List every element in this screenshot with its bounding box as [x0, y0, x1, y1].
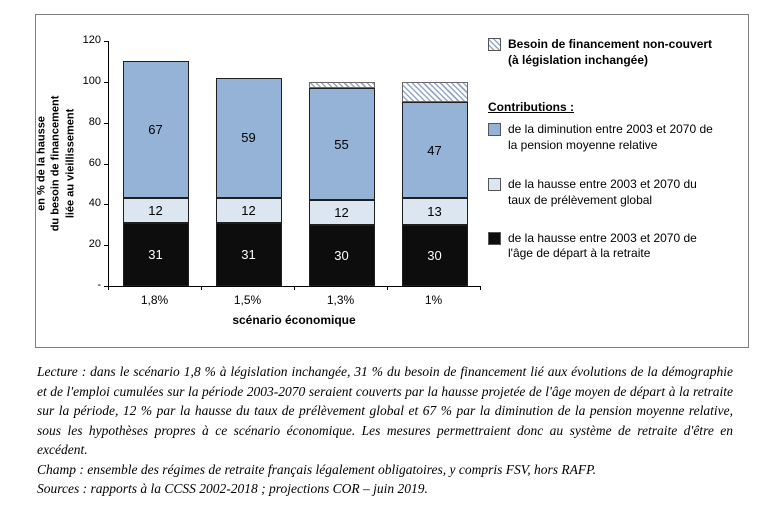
y-tick-mark	[104, 122, 108, 124]
y-tick-label: 20	[88, 238, 101, 251]
legend-label-uncovered: Besoin de financement non-couvert (à lég…	[508, 37, 713, 67]
blue-swatch	[488, 123, 501, 137]
note-champ: Champ : ensemble des régimes de retraite…	[37, 461, 597, 477]
y-tick-label: 80	[88, 115, 101, 128]
legend-item-pension: de la diminution entre 2003 et 2070 de l…	[488, 122, 744, 153]
bar-value-label: 13	[427, 203, 442, 219]
legend: Besoin de financement non-couvert (à lég…	[488, 37, 744, 262]
bar-value-label: 47	[427, 142, 442, 158]
bar-value-label: 59	[241, 130, 256, 146]
note-sources: Sources : rapports à la CCSS 2002-2018 ;…	[37, 481, 428, 497]
bar-value-label: 30	[334, 247, 349, 263]
x-tick-mark	[108, 286, 109, 290]
note-lecture: Lecture : dans le scénario 1,8 % à légis…	[37, 364, 733, 458]
x-axis-title: scénario économique	[232, 313, 356, 327]
y-tick-mark	[104, 163, 108, 165]
bar-value-label: 55	[334, 136, 349, 152]
y-tick-mark	[104, 245, 108, 247]
bar-segment: 67	[122, 61, 189, 199]
y-tick-mark	[104, 81, 108, 83]
bar-segment: 31	[122, 222, 189, 286]
legend-item-uncovered: Besoin de financement non-couvert (à lég…	[488, 37, 744, 68]
bar-segment: 12	[122, 198, 189, 223]
y-tick-mark	[104, 204, 108, 206]
bar-value-label: 12	[241, 202, 256, 218]
y-tick-label: 60	[88, 156, 101, 169]
y-tick-mark	[104, 286, 108, 287]
lightblue-swatch	[488, 178, 501, 192]
bar-segment: 59	[215, 77, 282, 199]
x-tick-mark	[201, 286, 202, 290]
bar-value-label: 12	[334, 205, 349, 220]
y-tick-label: 120	[82, 34, 101, 46]
bar-segment: 13	[401, 198, 468, 225]
legend-label-pension: de la diminution entre 2003 et 2070 de l…	[508, 122, 713, 152]
hatch-swatch	[488, 38, 501, 51]
plot-area: 31 12 67 31 12 59 30 12 55 30 13 47	[108, 41, 481, 287]
bar-segment: 47	[401, 102, 468, 199]
bar-segment: 30	[401, 224, 468, 286]
y-tick-label: 100	[82, 74, 101, 87]
y-tick-mark	[104, 41, 108, 42]
y-axis-title-text: en % de la hausse du besoin de financeme…	[35, 96, 78, 232]
x-category-label: 1%	[424, 293, 443, 307]
bar-value-label: 67	[148, 122, 163, 138]
bar-value-label: 31	[241, 246, 256, 262]
bar-segment: 31	[215, 222, 282, 286]
chart-box: en % de la hausse du besoin de financeme…	[35, 14, 749, 348]
bar-value-label: 30	[427, 247, 442, 263]
legend-item-age-depart: de la hausse entre 2003 et 2070 de l'âge…	[488, 231, 744, 262]
x-tick-mark	[387, 286, 388, 290]
bar-value-label: 31	[148, 246, 163, 262]
bar-segment: 55	[308, 87, 375, 201]
bar-segment-uncovered	[308, 81, 375, 88]
bar-value-label: 12	[148, 202, 163, 218]
bar-segment: 12	[215, 198, 282, 223]
x-tick-mark	[480, 286, 481, 290]
legend-label-age-depart: de la hausse entre 2003 et 2070 de l'âge…	[508, 230, 697, 261]
x-category-label: 1,3%	[326, 293, 355, 307]
legend-heading-contributions: Contributions :	[488, 100, 574, 115]
bar-segment: 30	[308, 224, 375, 286]
y-axis-title-line: du besoin de financement	[49, 95, 62, 232]
bar-segment: 12	[308, 200, 375, 225]
y-axis-title-line: en % de la hausse	[35, 116, 48, 211]
y-tick-label: -	[97, 279, 101, 291]
y-tick-label: 40	[88, 197, 101, 210]
x-category-label: 1,8%	[140, 293, 169, 307]
black-swatch	[488, 231, 501, 245]
y-axis-title: en % de la hausse du besoin de financeme…	[36, 41, 77, 286]
legend-label-prelevement: de la hausse entre 2003 et 2070 du taux …	[508, 177, 697, 207]
notes: Lecture : dans le scénario 1,8 % à légis…	[37, 362, 733, 499]
x-category-label: 1,5%	[233, 293, 262, 307]
legend-item-prelevement: de la hausse entre 2003 et 2070 du taux …	[488, 177, 744, 208]
x-tick-mark	[294, 286, 295, 290]
bar-segment-uncovered	[401, 81, 468, 103]
